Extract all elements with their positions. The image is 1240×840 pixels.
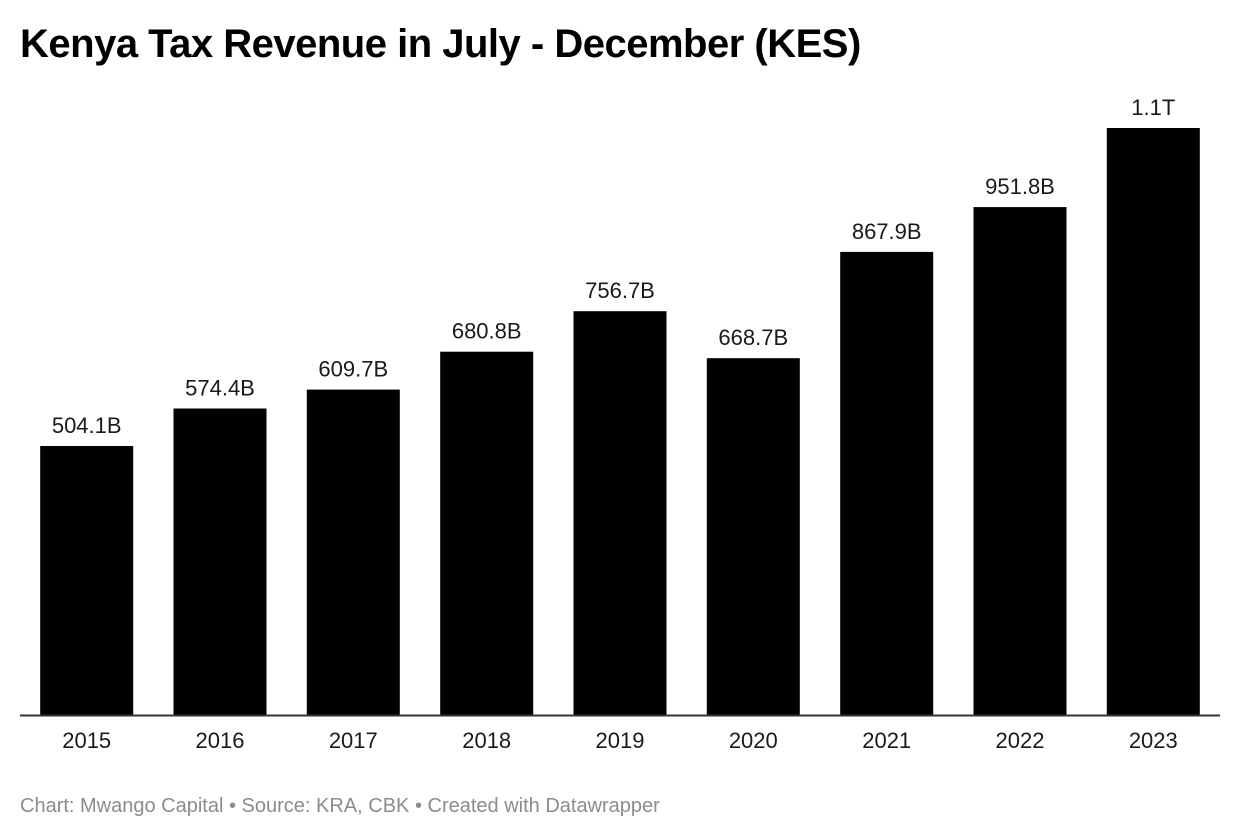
x-tick-label-2019: 2019 <box>596 728 645 753</box>
bar-value-label-2022: 951.8B <box>985 174 1055 199</box>
bar-value-label-2019: 756.7B <box>585 278 655 303</box>
x-tick-label-2018: 2018 <box>462 728 511 753</box>
bar-value-label-2023: 1.1T <box>1131 95 1175 120</box>
bar-value-label-2015: 504.1B <box>52 413 122 438</box>
bar-value-label-2021: 867.9B <box>852 219 922 244</box>
bars-layer <box>40 128 1200 715</box>
bar-2020 <box>706 358 800 715</box>
chart-footer: Chart: Mwango Capital • Source: KRA, CBK… <box>20 795 660 817</box>
bar-2018 <box>440 351 534 715</box>
chart-title: Kenya Tax Revenue in July - December (KE… <box>20 22 861 66</box>
x-tick-label-2016: 2016 <box>196 728 245 753</box>
bar-2022 <box>973 207 1067 715</box>
x-tick-label-2015: 2015 <box>62 728 111 753</box>
x-tick-label-2021: 2021 <box>862 728 911 753</box>
bar-2017 <box>306 389 400 715</box>
x-tick-label-2022: 2022 <box>996 728 1045 753</box>
x-tick-label-2017: 2017 <box>329 728 378 753</box>
bar-value-label-2016: 574.4B <box>185 376 255 401</box>
bar-2019 <box>573 311 667 715</box>
bar-2016 <box>173 408 267 715</box>
bar-value-label-2020: 668.7B <box>718 325 788 350</box>
x-tick-label-2020: 2020 <box>729 728 778 753</box>
bar-2021 <box>840 251 934 715</box>
x-tick-label-2023: 2023 <box>1129 728 1178 753</box>
bar-2015 <box>40 446 134 715</box>
x-axis-ticks-layer: 2015 2016 2017 2018 2019 2020 2021 2022 2023 <box>62 728 1178 753</box>
value-labels-layer: 504.1B 574.4B 609.7B 680.8B 756.7B 668.7B 867.… <box>52 95 1175 438</box>
bar-value-label-2017: 609.7B <box>318 357 388 382</box>
bar-value-label-2018: 680.8B <box>452 319 522 344</box>
bar-2023 <box>1106 128 1200 715</box>
